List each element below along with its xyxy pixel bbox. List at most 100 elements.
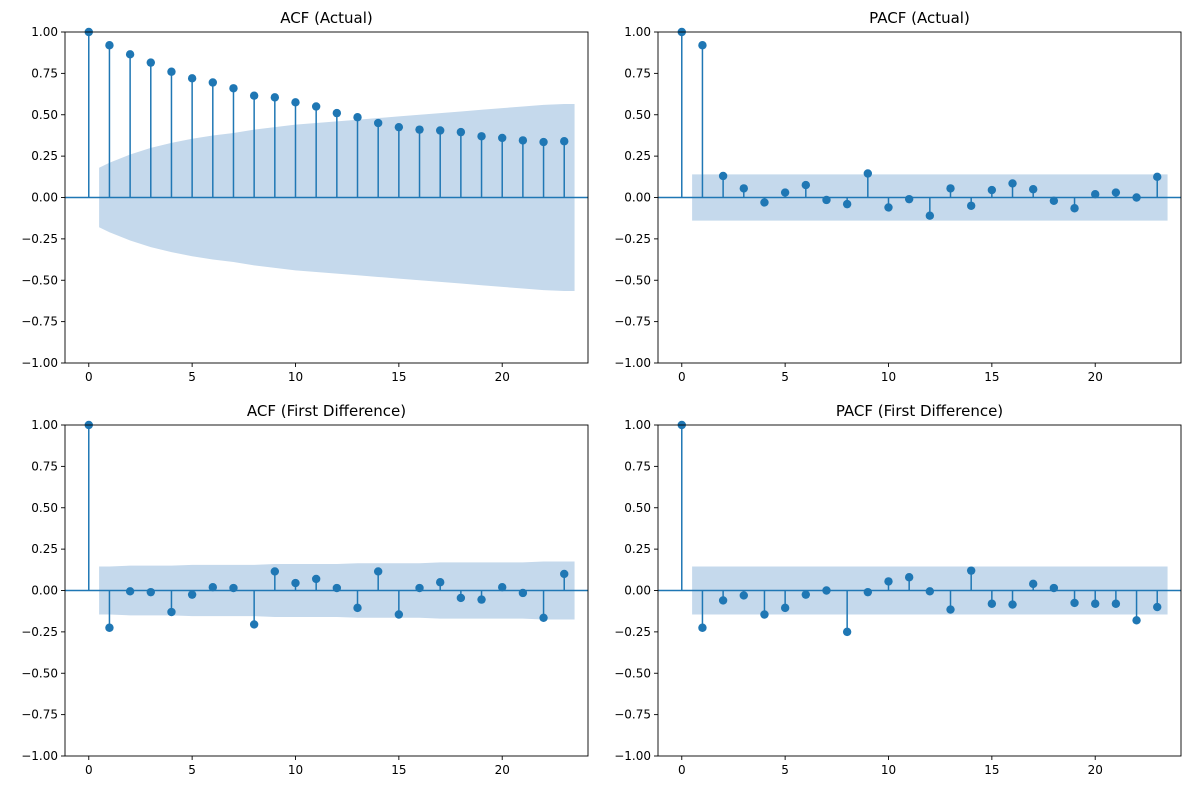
acf-actual-point-lag-18 bbox=[456, 127, 466, 137]
pacf-first-difference-point-lag-8 bbox=[842, 627, 852, 637]
acf-actual-ytick-label: 1.00 bbox=[31, 25, 58, 39]
acf-first-difference-point-lag-6 bbox=[208, 582, 218, 592]
pacf-first-difference-point-lag-5 bbox=[780, 603, 790, 613]
pacf-first-difference-point-lag-18 bbox=[1049, 583, 1059, 593]
acf-first-difference-point-lag-21 bbox=[518, 588, 528, 598]
pacf-first-difference-point-lag-15 bbox=[987, 599, 997, 608]
pacf-actual-point-lag-23 bbox=[1153, 172, 1162, 182]
pacf-actual-point-lag-15 bbox=[987, 185, 997, 195]
pacf-first-difference-ytick-label: −0.25 bbox=[614, 625, 651, 639]
acf-actual-point-lag-21 bbox=[518, 136, 528, 145]
acf-first-difference-point-lag-1 bbox=[105, 623, 114, 632]
pacf-first-difference-point-lag-14 bbox=[966, 566, 976, 575]
pacf-first-difference-xtick-label: 20 bbox=[1088, 763, 1103, 777]
pacf-first-difference-point-lag-19 bbox=[1070, 598, 1079, 608]
acf-first-difference-ytick-label: −0.50 bbox=[21, 666, 58, 680]
pacf-actual-ytick-label: −0.75 bbox=[614, 315, 651, 329]
acf-actual-point-lag-22 bbox=[539, 137, 548, 147]
pacf-actual-xtick-label: 20 bbox=[1088, 370, 1103, 384]
pacf-first-difference-ytick-label: 1.00 bbox=[624, 418, 651, 432]
acf-first-difference-point-lag-19 bbox=[477, 595, 486, 604]
acf-first-difference-point-lag-17 bbox=[435, 578, 445, 587]
pacf-actual-xtick-label: 15 bbox=[984, 370, 999, 384]
pacf-first-difference-ytick-label: −0.75 bbox=[614, 708, 651, 722]
pacf-first-difference-point-lag-1 bbox=[698, 623, 707, 632]
acf-first-difference-xtick-label: 15 bbox=[391, 763, 406, 777]
pacf-actual-ytick-label: 0.25 bbox=[624, 149, 651, 163]
acf-actual-point-lag-3 bbox=[146, 58, 155, 67]
pacf-first-difference-point-lag-23 bbox=[1153, 602, 1162, 612]
pacf-first-difference-point-lag-10 bbox=[884, 577, 893, 586]
pacf-actual-point-lag-14 bbox=[966, 201, 976, 210]
pacf-first-difference-point-lag-20 bbox=[1091, 599, 1100, 608]
acf-actual-point-lag-16 bbox=[415, 125, 424, 134]
pacf-actual-point-lag-9 bbox=[863, 169, 873, 178]
acf-actual-point-lag-12 bbox=[332, 108, 342, 118]
acf-first-difference-xtick-label: 0 bbox=[85, 763, 93, 777]
acf-actual-ytick-label: −0.50 bbox=[21, 273, 58, 287]
pacf-first-difference-xtick-label: 15 bbox=[984, 763, 999, 777]
pacf-actual-point-lag-16 bbox=[1008, 179, 1017, 188]
acf-actual-ytick-label: 0.25 bbox=[31, 149, 58, 163]
acf-actual-chart: 0 5 10 15 20 −1.00 −0.75 −0.50 −0.25 0.00 0.25 0.50… bbox=[21, 9, 589, 384]
pacf-actual-point-lag-13 bbox=[946, 184, 955, 193]
pacf-actual-point-lag-8 bbox=[842, 199, 852, 209]
acf-first-difference-chart: 0 5 10 15 20 −1.00 −0.75 −0.50 −0.25 0.00 0.25 0.50… bbox=[21, 402, 589, 777]
acf-first-difference-point-lag-13 bbox=[353, 603, 362, 613]
pacf-first-difference-ytick-label: 0.25 bbox=[624, 542, 651, 556]
acf-first-difference-point-lag-18 bbox=[456, 593, 466, 603]
acf-first-difference-point-lag-10 bbox=[291, 578, 300, 588]
acf-first-difference-point-lag-16 bbox=[415, 583, 424, 593]
acf-first-difference-point-lag-20 bbox=[498, 582, 507, 592]
acf-first-difference-xtick-label: 10 bbox=[288, 763, 303, 777]
pacf-first-difference-xtick-label: 0 bbox=[678, 763, 686, 777]
pacf-first-difference-point-lag-22 bbox=[1132, 616, 1141, 625]
pacf-first-difference-point-lag-12 bbox=[925, 587, 935, 596]
pacf-actual-xtick-label: 5 bbox=[781, 370, 789, 384]
acf-actual-point-lag-13 bbox=[353, 113, 362, 122]
acf-first-difference-xtick-label: 5 bbox=[188, 763, 196, 777]
acf-actual-point-lag-8 bbox=[249, 91, 259, 100]
acf-first-difference-ytick-label: 1.00 bbox=[31, 418, 58, 432]
acf-first-difference-point-lag-22 bbox=[539, 613, 548, 623]
acf-actual-xtick-label: 5 bbox=[188, 370, 196, 384]
pacf-first-difference-point-lag-3 bbox=[739, 591, 748, 600]
acf-first-difference-ytick-label: −0.75 bbox=[21, 708, 58, 722]
acf-first-difference-point-lag-9 bbox=[270, 567, 280, 576]
acf-actual-ytick-label: 0.00 bbox=[31, 191, 58, 205]
pacf-actual-point-lag-7 bbox=[822, 195, 831, 205]
acf-actual-point-lag-14 bbox=[373, 118, 383, 128]
acf-first-difference-ytick-label: 0.75 bbox=[31, 459, 58, 473]
pacf-actual-ytick-label: 1.00 bbox=[624, 25, 651, 39]
acf-actual-point-lag-6 bbox=[208, 78, 218, 87]
acf-first-difference-point-lag-12 bbox=[332, 583, 342, 593]
pacf-actual-point-lag-22 bbox=[1132, 193, 1141, 202]
pacf-first-difference-point-lag-16 bbox=[1008, 600, 1017, 609]
acf-first-difference-point-lag-7 bbox=[229, 583, 238, 593]
pacf-first-difference-point-lag-7 bbox=[822, 586, 831, 595]
pacf-first-difference-point-lag-6 bbox=[801, 590, 811, 599]
pacf-actual-title: PACF (Actual) bbox=[869, 9, 970, 27]
acf-first-difference-point-lag-2 bbox=[125, 587, 135, 596]
pacf-first-difference-ytick-label: −1.00 bbox=[614, 749, 651, 763]
acf-actual-title: ACF (Actual) bbox=[280, 9, 373, 27]
acf-first-difference-point-lag-5 bbox=[187, 590, 197, 599]
acf-first-difference-point-lag-8 bbox=[249, 620, 259, 629]
pacf-actual-point-lag-4 bbox=[760, 198, 769, 207]
acf-actual-ytick-label: 0.50 bbox=[31, 108, 58, 122]
acf-actual-point-lag-5 bbox=[187, 74, 197, 83]
pacf-first-difference-xtick-label: 5 bbox=[781, 763, 789, 777]
pacf-first-difference-ytick-label: −0.50 bbox=[614, 666, 651, 680]
pacf-first-difference-xtick-label: 10 bbox=[881, 763, 896, 777]
pacf-first-difference-ytick-label: 0.00 bbox=[624, 584, 651, 598]
acf-actual-point-lag-1 bbox=[105, 41, 114, 50]
pacf-actual-point-lag-11 bbox=[904, 194, 914, 204]
pacf-first-difference-point-lag-4 bbox=[760, 610, 769, 619]
acf-actual-point-lag-19 bbox=[477, 132, 486, 141]
acf-actual-point-lag-11 bbox=[311, 102, 321, 111]
pacf-actual-point-lag-12 bbox=[925, 211, 935, 220]
pacf-actual-point-lag-20 bbox=[1091, 189, 1100, 199]
pacf-actual-ytick-label: −1.00 bbox=[614, 356, 651, 370]
acf-actual-ytick-label: −1.00 bbox=[21, 356, 58, 370]
